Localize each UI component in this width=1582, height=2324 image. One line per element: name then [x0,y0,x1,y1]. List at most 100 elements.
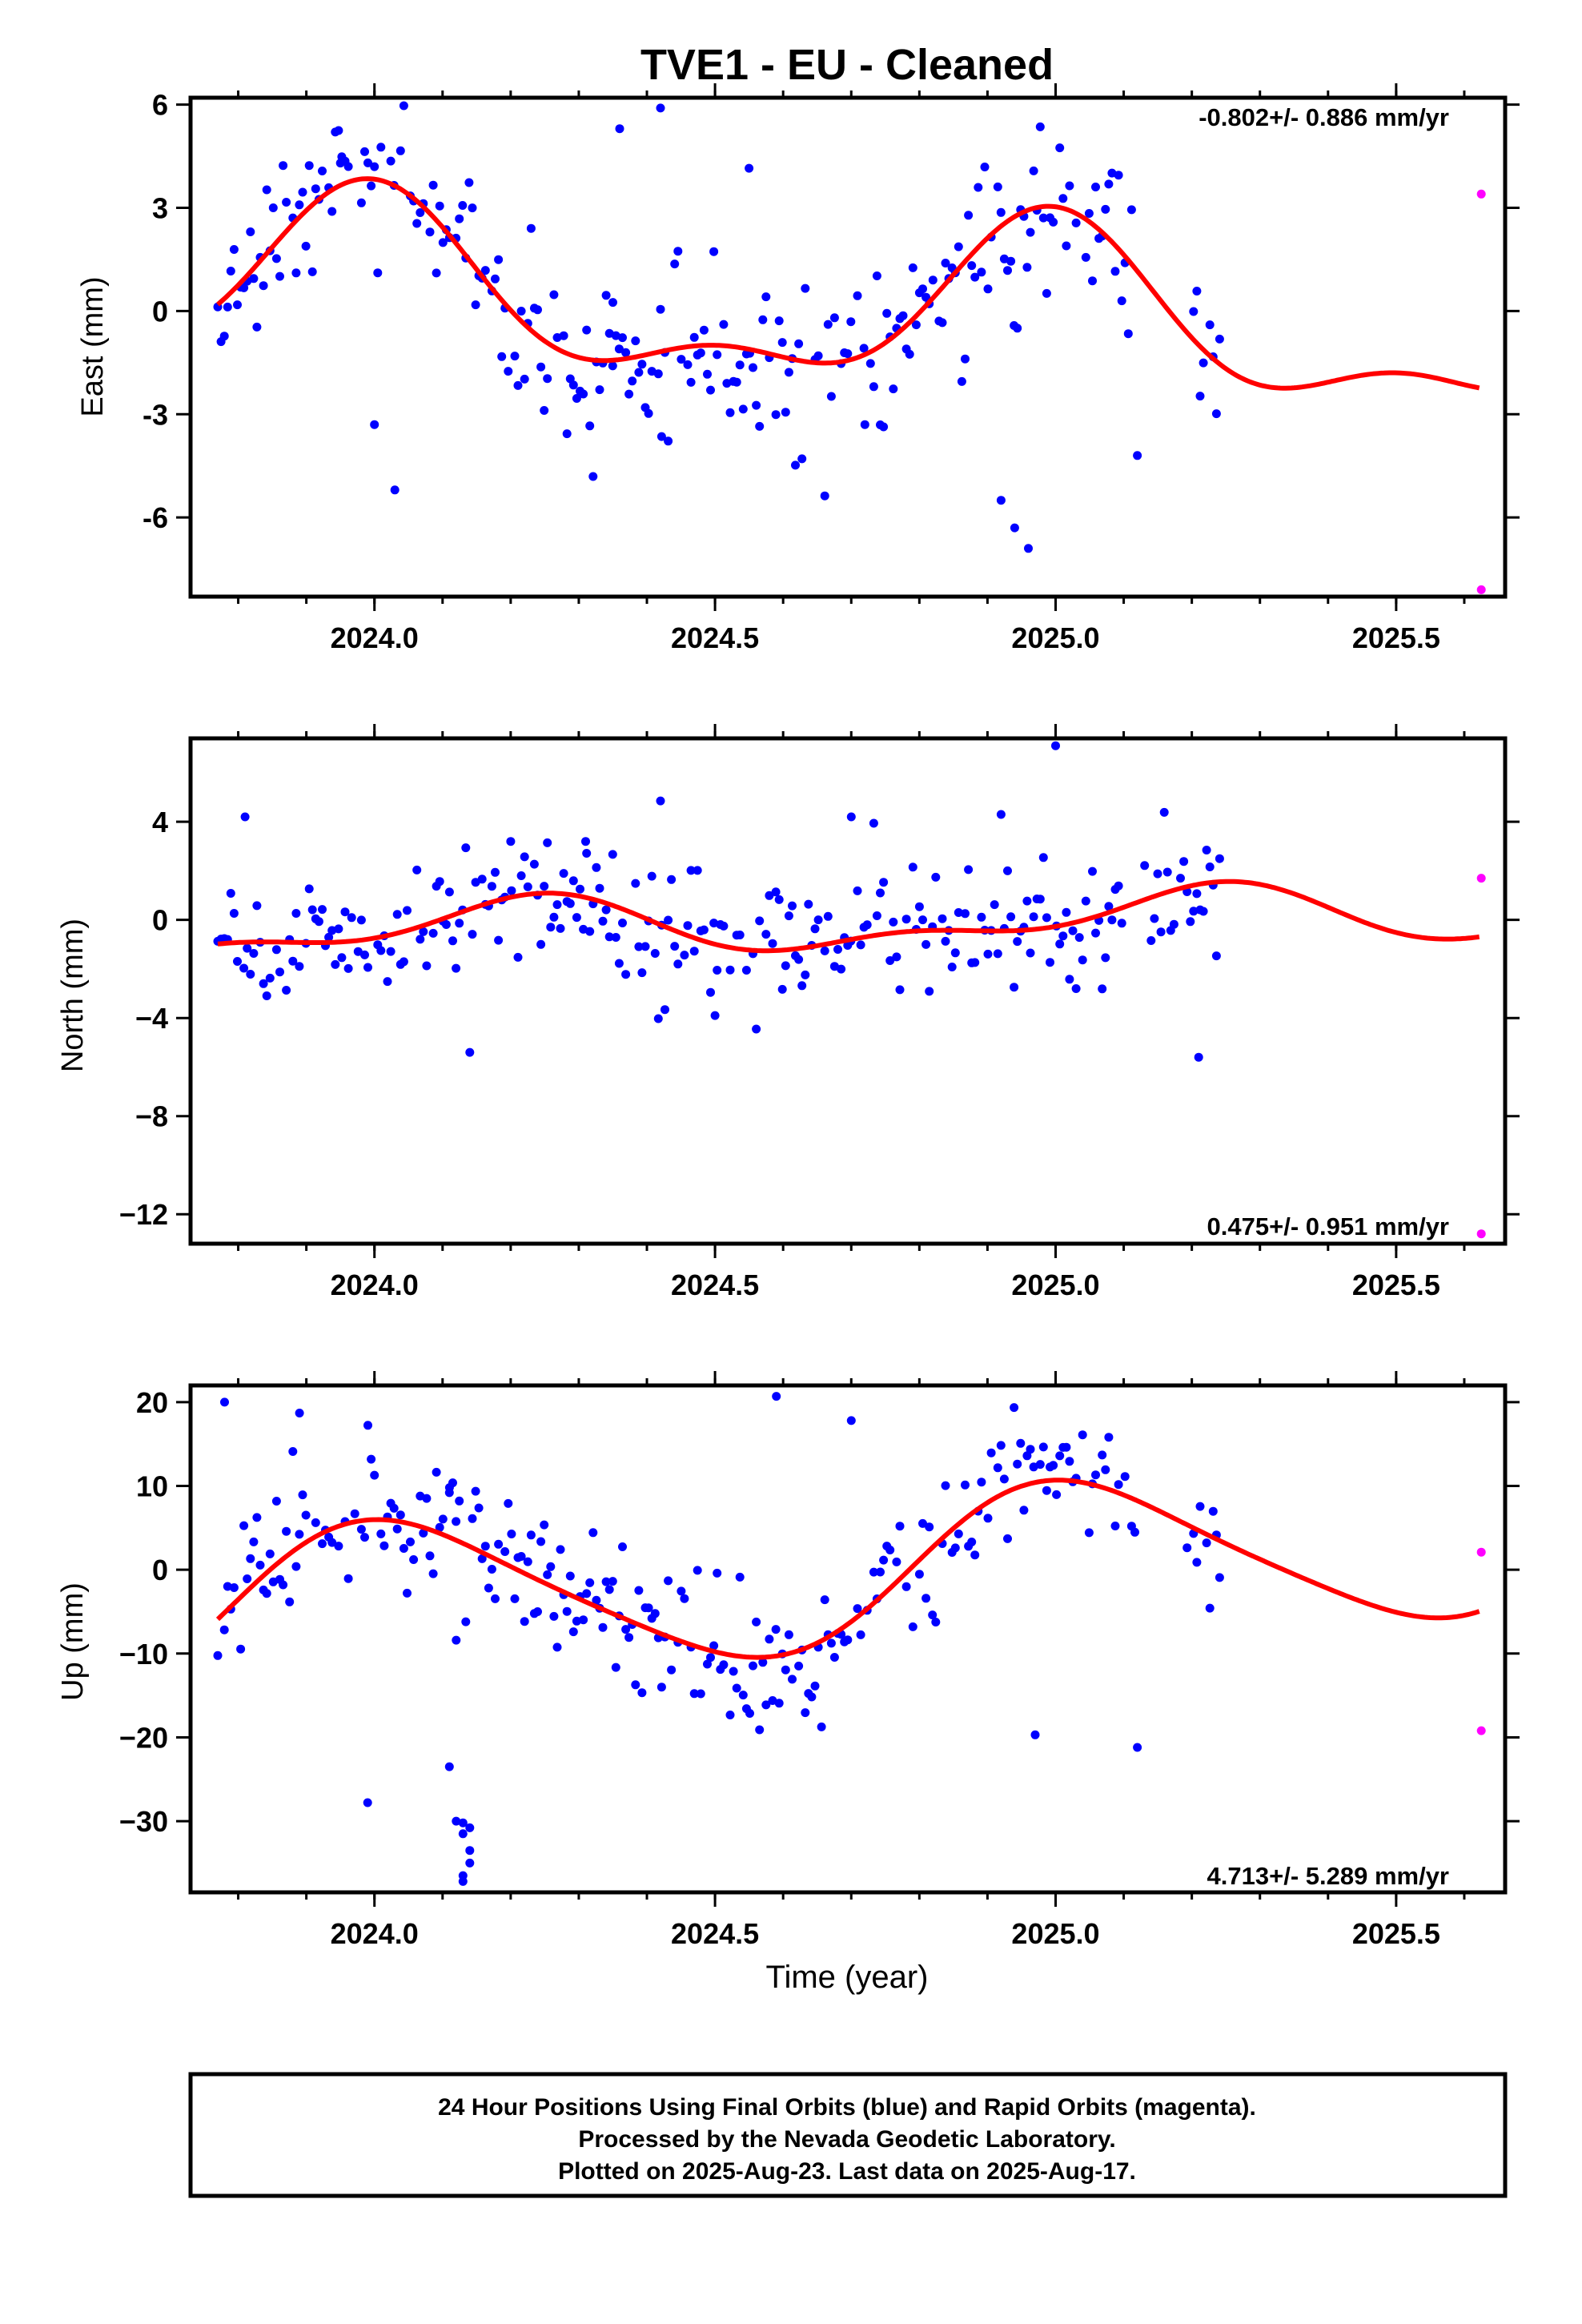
north-final-point [1140,861,1150,870]
up-final-point [428,1569,438,1578]
up-final-point [444,1488,454,1498]
north-final-point [604,932,614,942]
north-final-point [901,915,911,924]
east-final-point [791,460,800,470]
east-x-tick-label: 2025.0 [1011,621,1099,654]
north-final-point [1202,846,1211,854]
north-final-point [1078,955,1087,965]
up-final-point [1104,1433,1114,1442]
north-final-point [419,927,428,936]
east-final-point [491,274,500,283]
up-final-point [772,1392,781,1401]
east-final-point [755,421,765,431]
up-final-point [565,1571,575,1581]
north-final-point [353,947,363,956]
up-plot-area [213,1392,1486,1886]
up-final-point [1055,1451,1065,1461]
east-final-point [1024,544,1033,553]
north-final-point [239,963,249,973]
north-final-point [996,810,1006,819]
up-final-point [729,1667,738,1676]
east-final-point [562,429,572,439]
north-final-point [240,812,250,822]
up-rapid-point [1476,1726,1486,1735]
up-final-point [765,1634,774,1644]
east-final-point [543,374,552,384]
north-final-point [233,957,242,966]
east-frame [188,95,1508,599]
east-final-point [905,349,914,359]
north-final-point [1042,913,1051,923]
east-panel: East (mm) -0.802+/- 0.886 mm/yr 2024.0 20… [76,83,1520,654]
north-final-point [1022,896,1032,906]
up-final-point [389,1503,399,1513]
up-final-point [1091,1470,1100,1480]
east-final-point [911,320,921,330]
up-final-point [438,1514,448,1524]
up-x-tick-label: 2025.5 [1352,1917,1440,1950]
up-final-point [432,1467,441,1477]
east-final-point [829,313,839,323]
north-frame [188,736,1508,1246]
up-final-point [458,1876,468,1886]
east-final-point [761,292,771,302]
east-final-point [656,103,665,113]
east-final-point [1101,204,1110,214]
east-final-point [582,325,592,335]
footer-line-3: Plotted on 2025-Aug-23. Last data on 202… [558,2158,1136,2185]
north-final-point [823,911,833,921]
north-rate-label: 0.475+/- 0.951 mm/yr [1207,1212,1449,1240]
north-final-point [262,991,271,1000]
up-final-point [288,1447,298,1456]
east-final-point [686,377,696,387]
up-final-point [1084,1528,1094,1538]
up-final-point [546,1562,556,1571]
east-final-point [298,187,307,197]
north-final-point [422,961,432,971]
north-final-point [820,946,829,955]
north-final-point [595,883,604,893]
north-final-point [444,887,454,897]
east-final-point [588,472,598,481]
north-final-point [1153,869,1162,879]
east-final-point [1088,276,1097,286]
up-final-point [719,1660,729,1670]
north-final-point [360,950,369,959]
north-final-point [693,866,702,875]
up-final-point [1202,1538,1211,1548]
east-final-point [872,271,881,280]
east-final-point [843,349,853,359]
up-final-point [1022,1451,1032,1461]
north-final-point [252,901,262,911]
east-final-point [334,126,343,135]
up-final-point [549,1611,559,1621]
up-final-point [444,1762,454,1771]
north-final-point [581,837,590,846]
north-final-point [647,871,656,881]
up-final-point [533,1607,542,1616]
east-final-point [631,336,640,346]
east-final-point [464,178,474,187]
up-final-point [568,1627,578,1637]
east-final-point [713,350,722,360]
east-final-point [957,376,966,386]
east-final-point [376,143,386,152]
east-final-point [585,421,595,431]
east-final-point [510,352,520,361]
north-final-point [491,867,500,877]
north-final-point [324,932,334,942]
north-final-point [1029,912,1038,922]
east-final-point [301,241,311,251]
north-final-point [1038,853,1048,862]
up-final-point [1038,1442,1048,1452]
north-final-point [307,905,317,915]
up-final-point [656,1683,666,1692]
north-final-point [1026,948,1035,958]
east-rate-label: -0.802+/- 0.886 mm/yr [1199,103,1449,131]
up-final-point [236,1644,246,1654]
north-final-point [536,939,546,949]
north-final-point [1194,1052,1203,1062]
north-final-point [765,891,774,900]
east-final-point [1126,205,1136,215]
east-final-point [246,227,255,236]
